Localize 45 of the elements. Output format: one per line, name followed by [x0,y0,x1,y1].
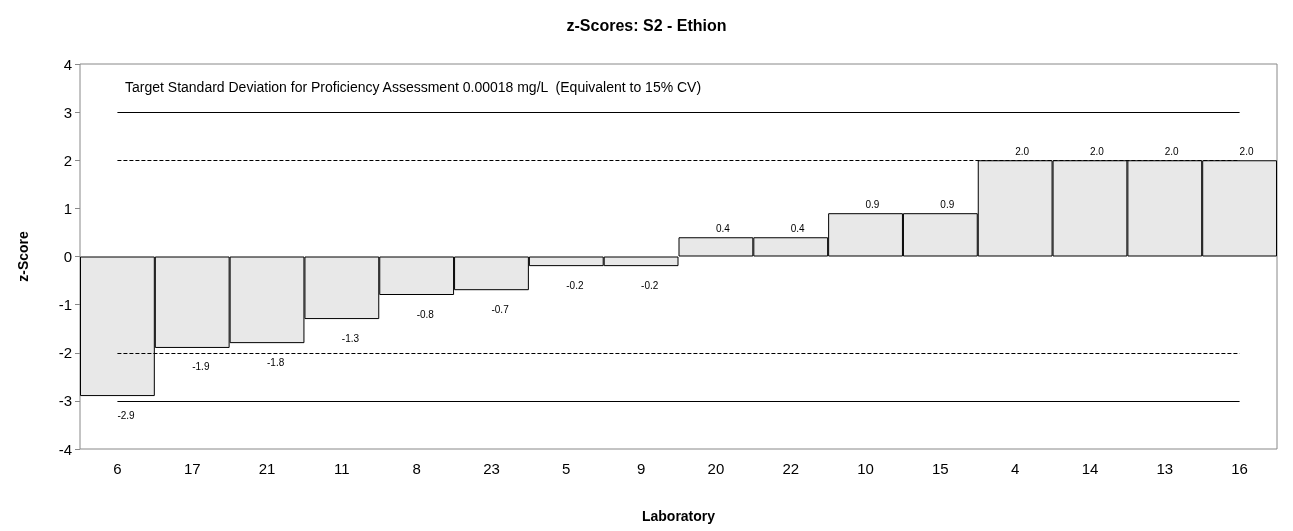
data-label: -1.3 [341,332,360,344]
x-tick-label: 23 [483,460,500,477]
x-axis-title: Laboratory [641,508,716,524]
data-label: -2.9 [117,409,136,421]
x-tick-label: 9 [636,460,646,477]
data-label: -0.8 [416,308,435,320]
y-tick-label: 2 [63,151,72,169]
data-label: 0.4 [790,222,806,234]
x-tick-label: 15 [932,460,949,477]
x-tick-label: 22 [782,460,800,477]
data-label: 2.0 [1015,145,1030,157]
data-label: -1.8 [267,356,285,368]
data-label: 0.9 [940,198,955,210]
data-label: -0.7 [491,303,510,315]
y-axis-title: z-Score [15,231,31,282]
chart-title: z-Scores: S2 - Ethion [566,16,727,34]
data-label: 0.4 [715,222,731,234]
data-label: 0.9 [865,198,880,210]
x-tick-label: 16 [1231,460,1248,477]
x-tick-label: 4 [1010,460,1020,477]
y-tick-label: 4 [63,55,72,73]
y-tick-label: 1 [63,199,72,217]
annotation: Target Standard Deviation for Proficiency Assessment 0.00018 mg/L (Equivalent to 15% CV) [125,79,702,95]
x-tick-label: 6 [113,460,122,477]
y-tick-label: -4 [58,440,72,458]
data-label: 2.0 [1239,145,1254,157]
data-label: -1.9 [192,361,210,373]
x-tick-label: 8 [412,460,421,477]
y-tick-label: -1 [58,296,72,314]
data-label: -0.2 [641,279,659,291]
x-tick-label: 20 [707,460,725,477]
data-label: 2.0 [1164,145,1180,157]
x-tick-label: 11 [334,460,350,477]
data-label: 2.0 [1089,145,1105,157]
x-tick-label: 13 [1156,460,1174,477]
y-tick-label: -2 [58,344,72,362]
x-tick-label: 14 [1081,460,1099,477]
y-tick-label: 0 [63,248,72,265]
x-tick-label: 21 [258,460,276,477]
y-tick-label: 3 [63,103,72,121]
data-label: -0.2 [566,279,584,291]
x-tick-label: 17 [183,460,201,477]
x-tick-label: 10 [857,460,874,477]
x-tick-label: 5 [562,460,571,477]
y-tick-label: -3 [58,392,72,410]
